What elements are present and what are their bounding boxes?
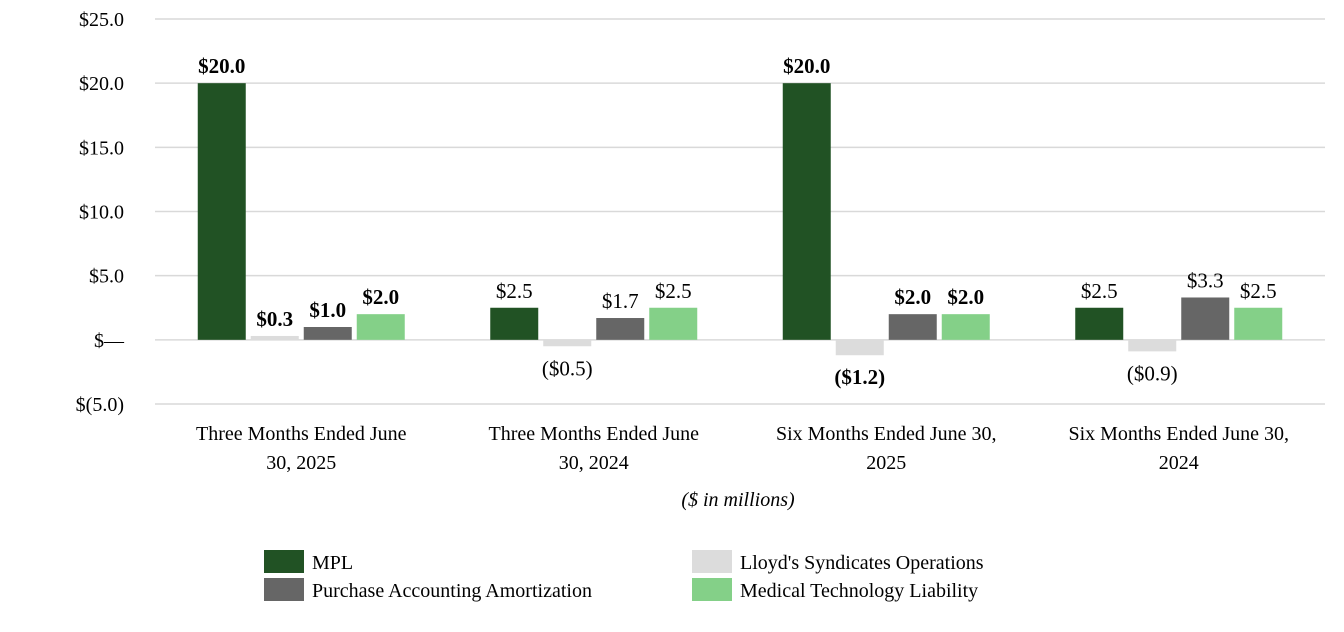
data-label: $2.0 [894, 285, 931, 309]
x-tick-label: 30, 2025 [266, 452, 336, 474]
data-label: ($1.2) [834, 365, 885, 389]
legend: MPL Lloyd's Syndicates Operations Purchase… [264, 550, 984, 602]
data-label: $2.5 [496, 279, 533, 303]
bar [303, 327, 352, 340]
data-label: $0.3 [256, 307, 293, 331]
bar [835, 339, 884, 356]
data-label: $3.3 [1187, 268, 1224, 292]
bar [1181, 297, 1230, 340]
bar [1234, 307, 1283, 340]
data-label: ($0.5) [542, 356, 593, 380]
y-tick-label: $10.0 [79, 202, 124, 224]
x-tick-label: 2024 [1159, 452, 1199, 474]
legend-swatch [692, 578, 732, 601]
data-label: $1.0 [309, 298, 346, 322]
x-tick-label: Six Months Ended June 30, [776, 423, 997, 445]
legend-label: MPL [312, 552, 353, 574]
data-label: $2.0 [362, 285, 399, 309]
bar [1075, 307, 1124, 340]
data-label: $2.5 [1081, 279, 1118, 303]
x-axis: Three Months Ended June 30, 2025 Three Mon… [196, 423, 1289, 474]
bar [543, 339, 592, 347]
y-tick-label: $(5.0) [76, 394, 124, 416]
data-label: $1.7 [602, 289, 639, 313]
bar [356, 314, 405, 340]
y-tick-label: $15.0 [79, 137, 124, 159]
x-tick-label: Three Months Ended June [488, 423, 699, 445]
x-tick-label: Six Months Ended June 30, [1068, 423, 1289, 445]
data-label: ($0.9) [1127, 361, 1178, 385]
bar [782, 83, 831, 340]
x-axis-label: ($ in millions) [681, 489, 795, 511]
bar [888, 314, 937, 340]
bars [197, 83, 1283, 356]
data-labels: $20.0 $0.3 $1.0 $2.0 $2.5 ($0.5) $1.7 $2.5 $20.0… [198, 54, 1277, 389]
bar [596, 318, 645, 340]
y-tick-label: $— [94, 330, 125, 352]
bar [250, 335, 299, 340]
legend-swatch [264, 550, 304, 573]
data-label: $2.0 [947, 285, 984, 309]
x-tick-label: 2025 [866, 452, 906, 474]
legend-swatch [692, 550, 732, 573]
legend-label: Lloyd's Syndicates Operations [740, 552, 984, 574]
x-tick-label: 30, 2024 [559, 452, 629, 474]
y-axis: $25.0 $20.0 $15.0 $10.0 $5.0 $— $(5.0) [76, 9, 125, 416]
data-label: $20.0 [783, 54, 830, 78]
legend-swatch [264, 578, 304, 601]
bar [649, 307, 698, 340]
legend-label: Medical Technology Liability [740, 580, 978, 602]
bar [197, 83, 246, 340]
y-tick-label: $5.0 [89, 266, 124, 288]
y-tick-label: $20.0 [79, 73, 124, 95]
y-tick-label: $25.0 [79, 9, 124, 31]
data-label: $2.5 [655, 279, 692, 303]
legend-label: Purchase Accounting Amortization [312, 580, 592, 602]
bar [941, 314, 990, 340]
x-tick-label: Three Months Ended June [196, 423, 407, 445]
data-label: $20.0 [198, 54, 245, 78]
bar [490, 307, 539, 340]
bar [1128, 339, 1177, 352]
data-label: $2.5 [1240, 279, 1277, 303]
